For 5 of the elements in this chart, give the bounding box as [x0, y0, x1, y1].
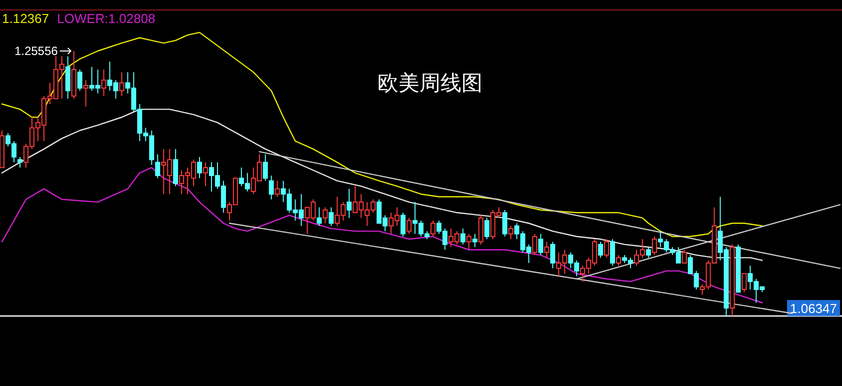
text: 欧美周线图	[378, 72, 482, 95]
text: LOWER:1.02808	[57, 11, 156, 26]
annotation: 1.25556	[14, 44, 58, 58]
text: 1.12367	[2, 11, 49, 26]
annotation: 1.06347	[790, 301, 837, 316]
